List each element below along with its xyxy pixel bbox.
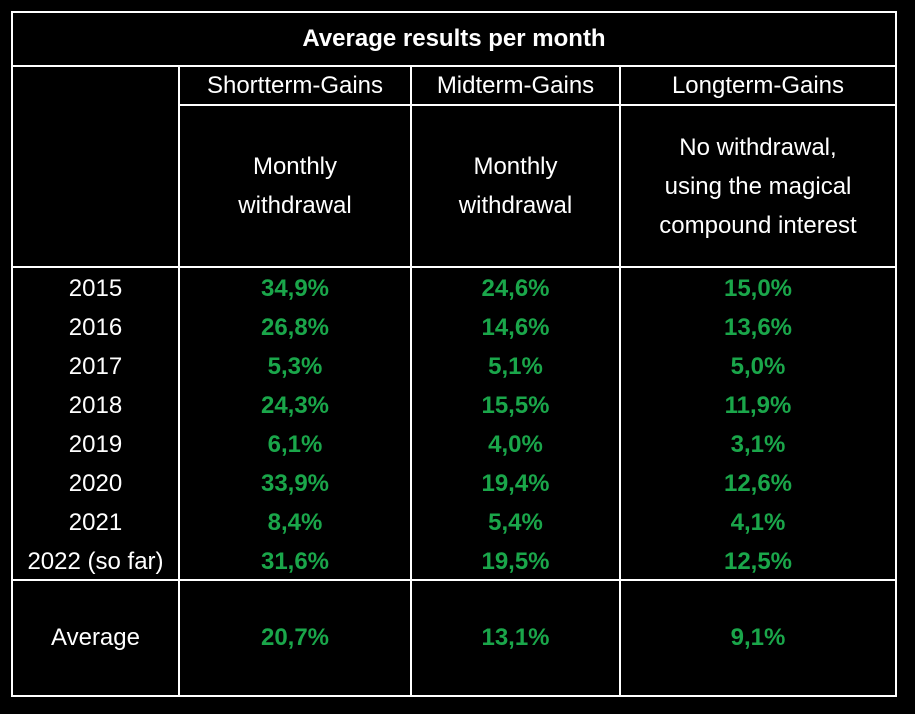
row-value-cell: 5,4%: [488, 508, 543, 536]
row-value-cell: 6,1%: [267, 431, 323, 459]
row-value-cell: 5,3%: [267, 353, 323, 381]
row-value-cell: 14,6%: [481, 314, 550, 342]
row-value-cell: 12,6%: [723, 469, 793, 497]
table-title: Average results per month: [302, 25, 606, 52]
description-line: No withdrawal,: [679, 133, 837, 161]
row-value-cell: 4,0%: [488, 431, 543, 459]
col-divider-2: [410, 65, 412, 697]
description-line: withdrawal: [458, 192, 573, 219]
table-frame: [11, 11, 897, 697]
body-top-divider: [11, 266, 897, 268]
row-value-cell: 15,5%: [481, 392, 550, 420]
row-value-cell: 15,0%: [723, 275, 793, 303]
row-value-cell: 4,1%: [730, 508, 786, 536]
description-line: compound interest: [659, 211, 857, 239]
average-value-shortterm: 20,7%: [260, 624, 330, 651]
row-value-cell: 31,6%: [260, 547, 330, 575]
row-value-cell: 5,1%: [488, 353, 543, 381]
row-year-label: 2017: [68, 353, 123, 381]
row-value-cell: 12,5%: [723, 547, 793, 575]
row-value-cell: 11,9%: [724, 392, 792, 420]
title-divider: [11, 65, 897, 67]
row-year-label: 2021: [68, 508, 123, 536]
column-description-longterm: No withdrawal, using the magical compoun…: [621, 106, 895, 266]
description-line: Monthly: [473, 153, 558, 180]
column-description-shortterm: Monthly withdrawal: [180, 106, 410, 266]
average-value-midterm: 13,1%: [481, 624, 550, 651]
row-value-cell: 5,0%: [730, 353, 786, 381]
column-header-midterm: Midterm-Gains: [436, 71, 595, 99]
row-value-cell: 3,1%: [730, 431, 786, 459]
description-line: using the magical: [664, 172, 852, 200]
column-header-longterm: Longterm-Gains: [671, 71, 845, 99]
row-value-cell: 19,5%: [481, 547, 550, 575]
average-value-longterm: 9,1%: [730, 624, 786, 651]
average-divider: [11, 579, 897, 581]
column-description-midterm: Monthly withdrawal: [412, 106, 619, 266]
header-divider: [180, 104, 897, 106]
row-year-label: 2020: [68, 469, 123, 497]
row-value-cell: 26,8%: [260, 314, 330, 342]
row-value-cell: 24,6%: [481, 275, 550, 303]
col-divider-3: [619, 65, 621, 697]
row-value-cell: 24,3%: [260, 392, 330, 420]
description-line: withdrawal: [238, 192, 352, 219]
row-value-cell: 34,9%: [260, 275, 330, 303]
row-year-label: 2018: [68, 392, 123, 420]
row-year-label: 2022 (so far): [27, 547, 164, 575]
row-year-label: 2019: [68, 431, 123, 459]
row-value-cell: 19,4%: [481, 469, 550, 497]
row-value-cell: 13,6%: [723, 314, 793, 342]
row-value-cell: 8,4%: [267, 508, 323, 536]
description-line: Monthly: [252, 153, 338, 180]
row-year-label: 2016: [68, 314, 123, 342]
column-header-shortterm: Shortterm-Gains: [206, 71, 384, 99]
average-label: Average: [51, 624, 140, 651]
col-divider-1: [178, 65, 180, 697]
row-value-cell: 33,9%: [260, 469, 330, 497]
row-year-label: 2015: [68, 275, 123, 303]
